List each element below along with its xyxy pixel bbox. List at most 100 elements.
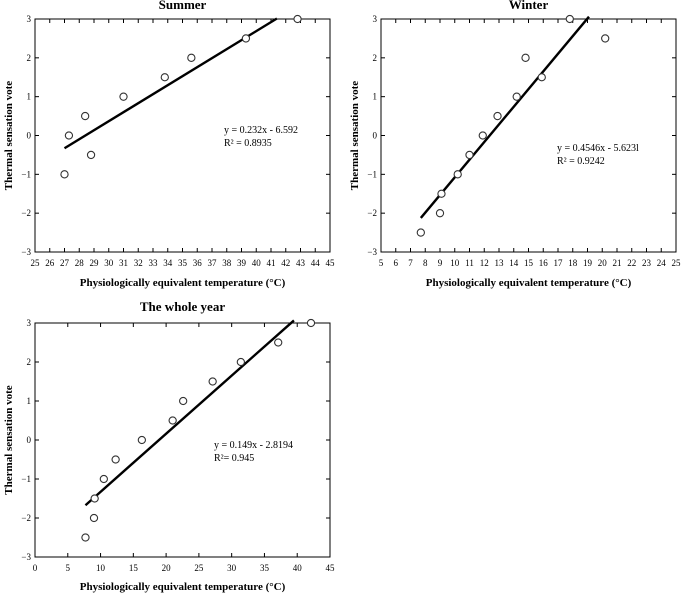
y-tick-label: 3 xyxy=(373,14,378,24)
x-tick-label: 15 xyxy=(524,258,534,268)
x-tick-label: 10 xyxy=(96,563,106,573)
y-tick-label: 3 xyxy=(27,318,32,328)
y-tick-label: 0 xyxy=(27,131,32,141)
x-tick-label: 37 xyxy=(208,258,218,268)
data-point xyxy=(64,131,74,140)
x-tick-label: 38 xyxy=(222,258,232,268)
y-tick-label: −2 xyxy=(367,208,377,218)
x-tick-label: 30 xyxy=(104,258,114,268)
x-tick-label: 15 xyxy=(129,563,139,573)
y-tick-label: 2 xyxy=(27,53,32,63)
x-tick-label: 23 xyxy=(642,258,652,268)
y-axis-label: Thermal sensation vote xyxy=(349,81,361,191)
x-tick-label: 20 xyxy=(598,258,608,268)
chart-panel-whole-year: The whole year 0 5 10 15 20 25 30 35 40 45 −3 −2 −1 0 1… xyxy=(3,299,335,593)
data-point xyxy=(90,494,99,503)
data-point xyxy=(293,14,302,24)
data-point xyxy=(437,189,446,198)
data-point xyxy=(274,338,283,347)
data-point xyxy=(137,435,147,445)
y-tick-label: −1 xyxy=(21,169,31,179)
regression-equation: y = 0.149x - 2.8194 xyxy=(214,440,293,451)
regression-line xyxy=(63,17,278,150)
x-tick-label: 30 xyxy=(227,563,237,573)
x-tick-label: 22 xyxy=(627,258,636,268)
x-tick-label: 33 xyxy=(149,258,159,268)
data-point xyxy=(478,131,487,140)
x-tick-label: 19 xyxy=(583,258,593,268)
r-squared-label: R² = 0.9242 xyxy=(557,156,605,167)
data-point xyxy=(601,34,610,43)
x-tick-label: 27 xyxy=(60,258,70,268)
y-tick-label: 1 xyxy=(373,92,378,102)
x-tick-label: 45 xyxy=(326,258,336,268)
y-axis-label: Thermal sensation vote xyxy=(3,81,15,191)
x-axis-label: Physiologically equivalent temperature (… xyxy=(80,277,286,289)
x-tick-label: 20 xyxy=(162,563,172,573)
x-tick-label: 5 xyxy=(66,563,71,573)
x-tick-label: 36 xyxy=(193,258,203,268)
regression-equation: y = 0.232x - 6.592 xyxy=(224,125,298,136)
data-point xyxy=(493,111,502,121)
data-point xyxy=(168,416,177,425)
x-tick-label: 35 xyxy=(178,258,188,268)
x-tick-label: 17 xyxy=(554,258,564,268)
x-tick-label: 29 xyxy=(90,258,100,268)
data-point xyxy=(435,209,445,218)
x-tick-label: 12 xyxy=(480,258,489,268)
x-tick-label: 11 xyxy=(465,258,474,268)
data-point xyxy=(521,53,530,62)
y-tick-label: 3 xyxy=(27,14,32,24)
y-tick-label: −3 xyxy=(21,247,31,257)
x-tick-label: 28 xyxy=(75,258,85,268)
x-tick-label: 39 xyxy=(237,258,247,268)
regression-line xyxy=(419,15,590,219)
x-tick-label: 6 xyxy=(394,258,399,268)
r-squared-label: R²= 0.945 xyxy=(214,453,254,464)
y-tick-label: 2 xyxy=(373,53,378,63)
regression-line xyxy=(84,319,295,507)
x-tick-label: 18 xyxy=(568,258,578,268)
regression-equation: y = 0.4546x - 5.623l xyxy=(557,143,639,154)
plot-area xyxy=(380,18,677,253)
r-squared-label: R² = 0.8935 xyxy=(224,138,272,149)
data-point xyxy=(241,34,251,43)
x-tick-label: 24 xyxy=(657,258,667,268)
y-tick-label: 0 xyxy=(27,435,32,445)
chart-title: The whole year xyxy=(140,299,225,314)
x-axis-label: Physiologically equivalent temperature (… xyxy=(80,581,286,593)
x-tick-label: 16 xyxy=(539,258,549,268)
y-tick-label: 1 xyxy=(27,92,32,102)
y-tick-label: −2 xyxy=(21,208,31,218)
x-tick-label: 43 xyxy=(296,258,306,268)
chart-title: Winter xyxy=(509,0,549,12)
y-tick-label: −3 xyxy=(367,247,377,257)
x-tick-label: 32 xyxy=(134,258,143,268)
x-tick-label: 13 xyxy=(495,258,505,268)
data-point xyxy=(160,73,169,82)
x-tick-label: 9 xyxy=(438,258,443,268)
y-axis-label: Thermal sensation vote xyxy=(3,385,15,495)
x-tick-label: 42 xyxy=(281,258,290,268)
x-tick-label: 25 xyxy=(194,563,204,573)
data-point xyxy=(81,533,90,542)
data-point xyxy=(89,513,99,523)
data-point xyxy=(453,170,462,179)
x-tick-label: 5 xyxy=(379,258,384,268)
data-point xyxy=(111,455,120,464)
data-point xyxy=(81,111,90,121)
x-tick-label: 8 xyxy=(423,258,428,268)
data-point xyxy=(465,150,474,160)
x-axis-label: Physiologically equivalent temperature (… xyxy=(426,277,632,289)
x-tick-label: 0 xyxy=(33,563,38,573)
y-tick-label: −1 xyxy=(367,169,377,179)
x-tick-label: 44 xyxy=(311,258,321,268)
x-tick-label: 45 xyxy=(326,563,336,573)
x-tick-label: 41 xyxy=(267,258,276,268)
x-tick-label: 21 xyxy=(613,258,622,268)
data-point xyxy=(236,357,245,367)
y-tick-label: −1 xyxy=(21,474,31,484)
